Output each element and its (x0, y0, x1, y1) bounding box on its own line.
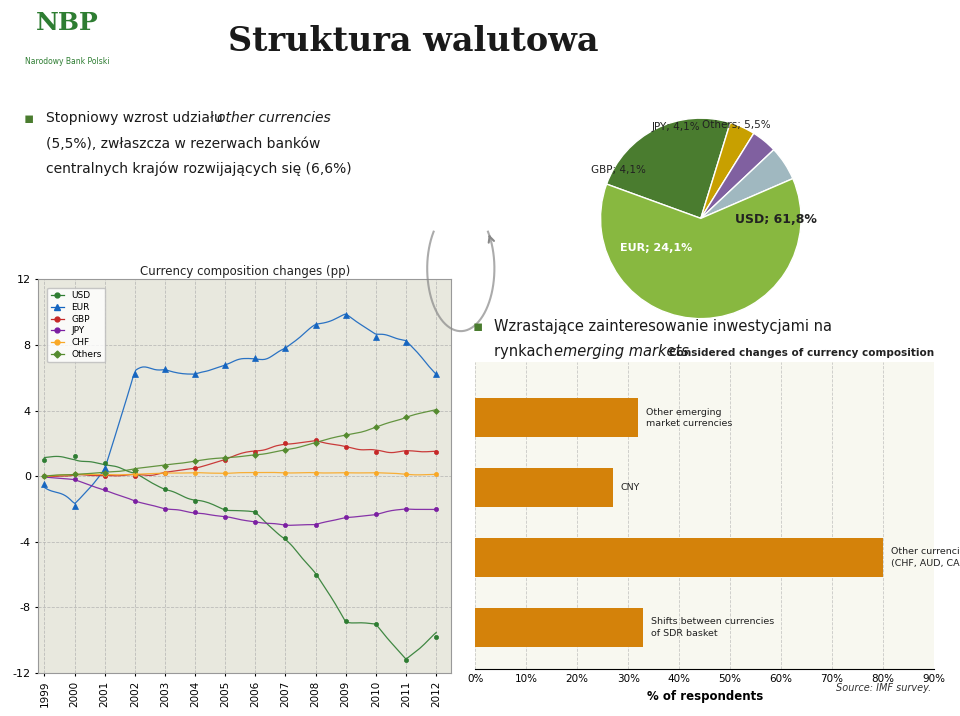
Wedge shape (607, 118, 731, 218)
Text: ▪: ▪ (24, 111, 35, 126)
Text: EUR; 24,1%: EUR; 24,1% (619, 243, 692, 253)
Text: other currencies: other currencies (217, 111, 330, 125)
Text: Considered changes of currency composition: Considered changes of currency compositi… (669, 348, 934, 358)
Text: USD; 61,8%: USD; 61,8% (735, 213, 817, 226)
Bar (475, 608, 643, 647)
Text: emerging markets: emerging markets (554, 344, 688, 359)
Text: centralnych krajów rozwijających się (6,6%): centralnych krajów rozwijających się (6,… (46, 162, 351, 176)
Legend: USD, EUR, GBP, JPY, CHF, Others: USD, EUR, GBP, JPY, CHF, Others (47, 288, 106, 362)
Text: NBP: NBP (36, 11, 99, 35)
Wedge shape (601, 178, 801, 319)
Bar (475, 468, 612, 507)
Bar (475, 538, 883, 577)
Text: Other currencies of advanced economies
(CHF, AUD, CAD, DKK, NOK, SEK): Other currencies of advanced economies (… (891, 548, 960, 568)
Title: Currency composition changes (pp): Currency composition changes (pp) (139, 265, 350, 278)
X-axis label: % of respondents: % of respondents (646, 690, 763, 703)
Text: Narodowy Bank Polski: Narodowy Bank Polski (25, 57, 109, 67)
Text: (5,5%), zwłaszcza w rezerwach banków: (5,5%), zwłaszcza w rezerwach banków (46, 137, 321, 152)
Wedge shape (701, 150, 793, 218)
Wedge shape (701, 133, 774, 218)
Text: GBP; 4,1%: GBP; 4,1% (591, 165, 646, 175)
Wedge shape (701, 122, 754, 218)
Text: Wzrastające zainteresowanie inwestycjami na: Wzrastające zainteresowanie inwestycjami… (494, 319, 832, 334)
Text: Source: IMF survey.: Source: IMF survey. (836, 683, 931, 693)
Text: Shifts between currencies
of SDR basket: Shifts between currencies of SDR basket (651, 617, 775, 637)
Text: Stopniowy wzrost udziału: Stopniowy wzrost udziału (46, 111, 228, 125)
Text: rynkach: rynkach (494, 344, 558, 359)
Text: JPY; 4,1%: JPY; 4,1% (652, 122, 700, 132)
Text: Others; 5,5%: Others; 5,5% (702, 120, 770, 130)
Text: Struktura walutowa: Struktura walutowa (228, 24, 598, 58)
Bar (475, 398, 638, 437)
Text: Other emerging
market currencies: Other emerging market currencies (646, 407, 732, 427)
Text: CNY: CNY (620, 483, 640, 492)
Text: ▪: ▪ (472, 319, 483, 334)
